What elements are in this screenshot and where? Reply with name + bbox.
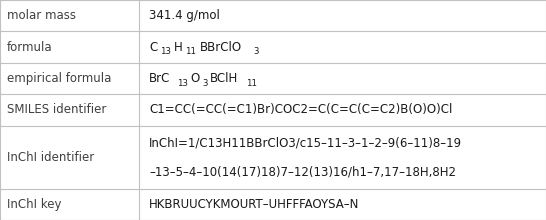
Text: SMILES identifier: SMILES identifier (7, 103, 106, 117)
Text: 3: 3 (254, 48, 259, 57)
Text: InChI key: InChI key (7, 198, 61, 211)
Text: 11: 11 (185, 48, 196, 57)
Text: 341.4 g/mol: 341.4 g/mol (149, 9, 220, 22)
Text: H: H (174, 41, 183, 54)
Text: formula: formula (7, 41, 52, 54)
Text: InChI identifier: InChI identifier (7, 151, 94, 164)
Text: –13–5–4–10(14(17)18)7–12(13)16/h1–7,17–18H,8H2: –13–5–4–10(14(17)18)7–12(13)16/h1–7,17–1… (149, 165, 456, 178)
Text: 11: 11 (246, 79, 257, 88)
Text: molar mass: molar mass (7, 9, 75, 22)
Text: O: O (191, 72, 200, 85)
Text: C: C (149, 41, 157, 54)
Text: BBrClO: BBrClO (199, 41, 241, 54)
Text: 13: 13 (177, 79, 188, 88)
Text: 3: 3 (203, 79, 208, 88)
Text: 13: 13 (159, 48, 171, 57)
Text: BClH: BClH (210, 72, 238, 85)
Text: InChI=1/C13H11BBrClO3/c15–11–3–1–2–9(6–11)8–19: InChI=1/C13H11BBrClO3/c15–11–3–1–2–9(6–1… (149, 136, 462, 149)
Text: C1=CC(=CC(=C1)Br)COC2=C(C=C(C=C2)B(O)O)Cl: C1=CC(=CC(=C1)Br)COC2=C(C=C(C=C2)B(O)O)C… (149, 103, 453, 117)
Text: BrC: BrC (149, 72, 170, 85)
Text: empirical formula: empirical formula (7, 72, 111, 85)
Text: HKBRUUCYKMOURT–UHFFFAOYSA–N: HKBRUUCYKMOURT–UHFFFAOYSA–N (149, 198, 359, 211)
